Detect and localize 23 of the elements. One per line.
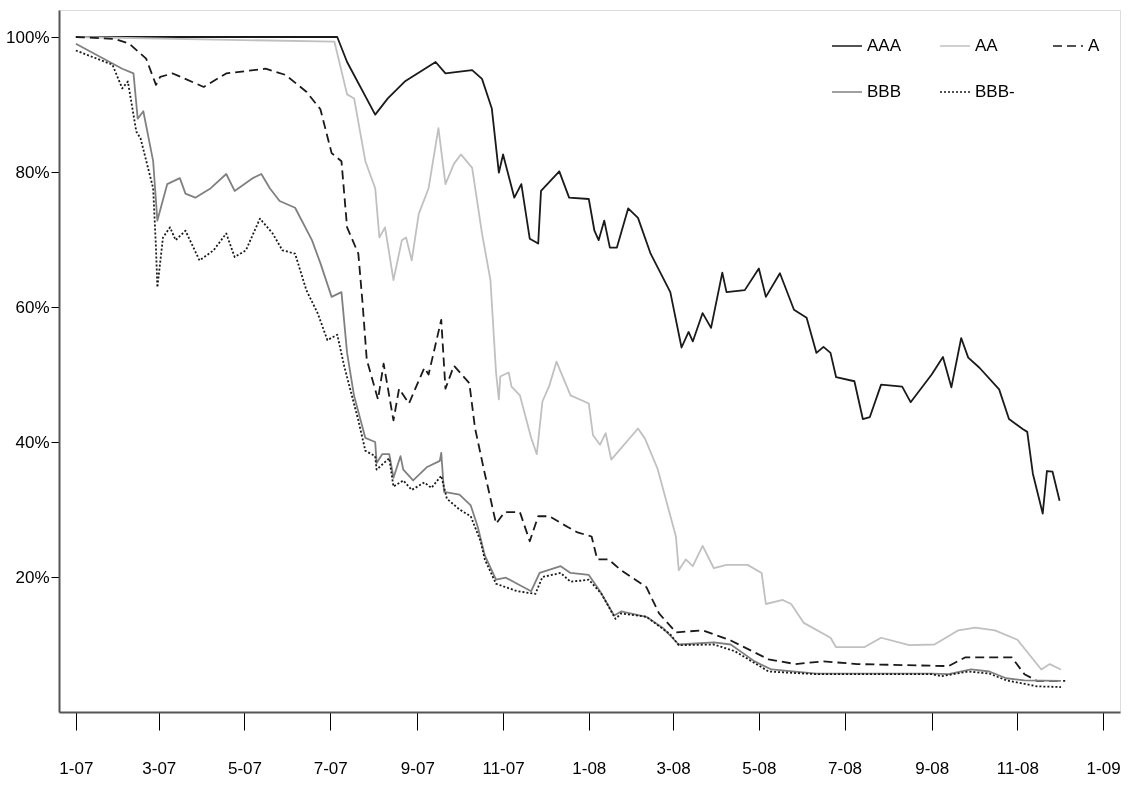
legend-label: BBB- — [975, 82, 1015, 101]
x-tick-label: 5-07 — [227, 758, 263, 778]
y-tick-label: 100% — [6, 27, 50, 47]
legend-label: BBB — [867, 82, 902, 101]
x-tick-label: 11-08 — [996, 758, 1040, 778]
y-tick-label: 60% — [15, 297, 50, 317]
x-tick-label: 5-08 — [742, 758, 777, 778]
y-tick-label: 20% — [15, 567, 50, 587]
x-tick-label: 9-07 — [400, 758, 435, 778]
x-tick-label: 9-08 — [915, 758, 950, 778]
x-tick-label: 7-07 — [313, 758, 348, 778]
legend-label: AAA — [867, 36, 902, 55]
y-tick-label: 80% — [15, 162, 50, 182]
x-tick-label: 1-08 — [572, 758, 607, 778]
y-tick-label: 40% — [15, 432, 50, 452]
x-tick-label: 1-09 — [1086, 758, 1121, 778]
x-tick-label: 3-08 — [656, 758, 691, 778]
x-tick-label: 1-07 — [59, 758, 94, 778]
x-tick-label: 11-07 — [482, 758, 525, 778]
legend-label: AA — [975, 36, 999, 55]
x-tick-label: 3-07 — [142, 758, 177, 778]
legend-label: A — [1088, 36, 1100, 55]
x-tick-label: 7-08 — [828, 758, 863, 778]
